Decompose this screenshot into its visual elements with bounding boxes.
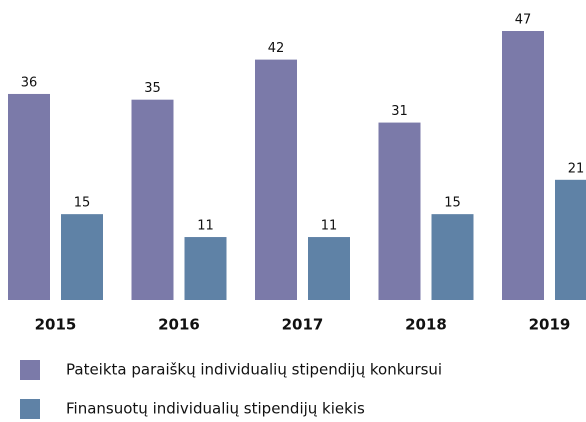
bar (308, 237, 350, 300)
bar (431, 214, 474, 300)
legend-swatch (20, 399, 40, 419)
value-label: 42 (268, 41, 285, 56)
legend-label: Pateikta paraiškų individualių stipendij… (66, 361, 442, 379)
value-label: 11 (321, 219, 338, 234)
bar (131, 99, 174, 301)
value-label: 35 (144, 81, 161, 96)
value-label: 47 (515, 13, 532, 28)
value-label: 11 (197, 219, 214, 234)
x-tick-label: 2018 (405, 316, 447, 334)
bar (378, 122, 421, 301)
value-label: 31 (391, 104, 408, 119)
bar (61, 214, 103, 300)
legend-label: Finansuotų individualių stipendijų kieki… (66, 400, 365, 418)
x-tick-label: 2019 (529, 316, 571, 334)
value-label: 15 (444, 196, 461, 211)
value-label: 36 (21, 75, 38, 90)
bar (8, 93, 50, 300)
x-tick-label: 2015 (35, 316, 77, 334)
legend-swatch (20, 360, 40, 380)
bar (184, 237, 227, 300)
value-label: 21 (568, 161, 585, 176)
bar (502, 31, 544, 300)
value-label: 15 (74, 196, 91, 211)
x-tick-label: 2017 (282, 316, 324, 334)
bar (255, 59, 297, 300)
x-tick-label: 2016 (158, 316, 200, 334)
bar (555, 179, 586, 300)
